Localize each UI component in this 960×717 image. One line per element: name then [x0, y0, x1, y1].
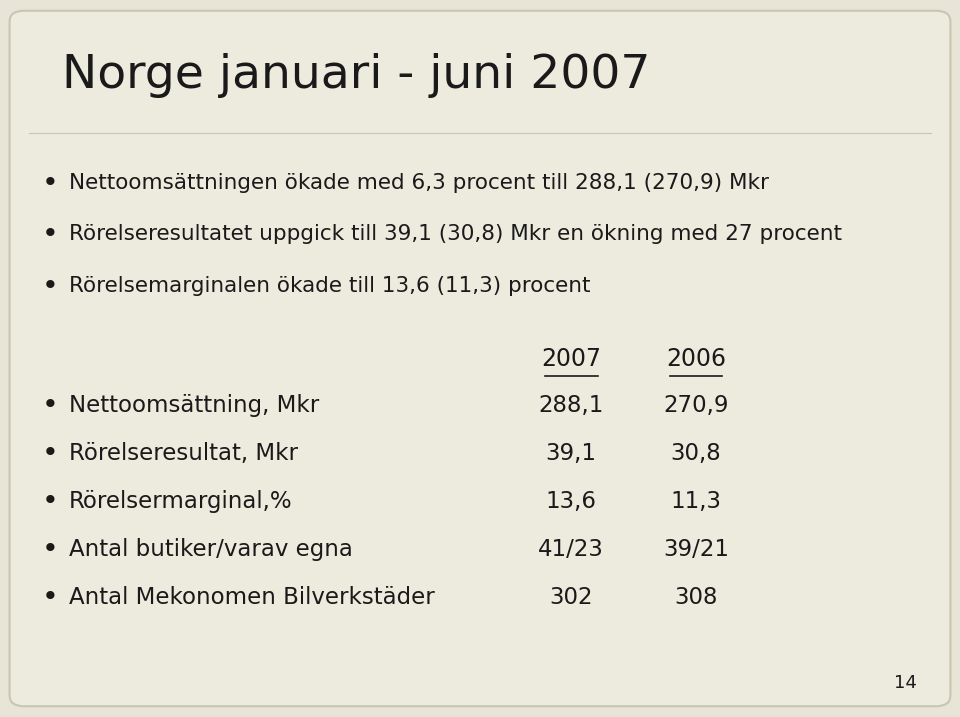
Text: Rörelseresultatet uppgick till 39,1 (30,8) Mkr en ökning med 27 procent: Rörelseresultatet uppgick till 39,1 (30,…: [69, 224, 842, 244]
Text: Antal Mekonomen Bilverkstäder: Antal Mekonomen Bilverkstäder: [69, 586, 435, 609]
Text: Rörelseresultat, Mkr: Rörelseresultat, Mkr: [69, 442, 299, 465]
Text: •: •: [41, 220, 59, 249]
Text: •: •: [41, 583, 59, 612]
Text: •: •: [41, 272, 59, 300]
Text: 41/23: 41/23: [539, 538, 604, 561]
Text: Rörelsemarginalen ökade till 13,6 (11,3) procent: Rörelsemarginalen ökade till 13,6 (11,3)…: [69, 276, 590, 296]
Text: Rörelsermarginal,%: Rörelsermarginal,%: [69, 490, 293, 513]
Text: •: •: [41, 391, 59, 419]
Text: 13,6: 13,6: [545, 490, 597, 513]
Text: 30,8: 30,8: [671, 442, 721, 465]
Text: 270,9: 270,9: [663, 394, 729, 417]
Text: 2006: 2006: [666, 346, 726, 371]
Text: 11,3: 11,3: [670, 490, 722, 513]
Text: Antal butiker/varav egna: Antal butiker/varav egna: [69, 538, 353, 561]
Text: •: •: [41, 168, 59, 197]
Text: 2007: 2007: [541, 346, 601, 371]
Text: 302: 302: [549, 586, 593, 609]
Text: Nettoomsättningen ökade med 6,3 procent till 288,1 (270,9) Mkr: Nettoomsättningen ökade med 6,3 procent …: [69, 173, 769, 193]
Text: 39,1: 39,1: [545, 442, 597, 465]
Text: Mekonomen: Mekonomen: [680, 66, 880, 95]
Text: Nettoomsättning, Mkr: Nettoomsättning, Mkr: [69, 394, 320, 417]
Text: Norge januari - juni 2007: Norge januari - juni 2007: [62, 53, 651, 98]
Text: 308: 308: [674, 586, 718, 609]
Text: •: •: [41, 487, 59, 516]
Text: •: •: [41, 439, 59, 467]
Text: 39/21: 39/21: [663, 538, 729, 561]
Text: 288,1: 288,1: [539, 394, 604, 417]
Text: •: •: [41, 535, 59, 564]
Text: 14: 14: [894, 673, 917, 692]
